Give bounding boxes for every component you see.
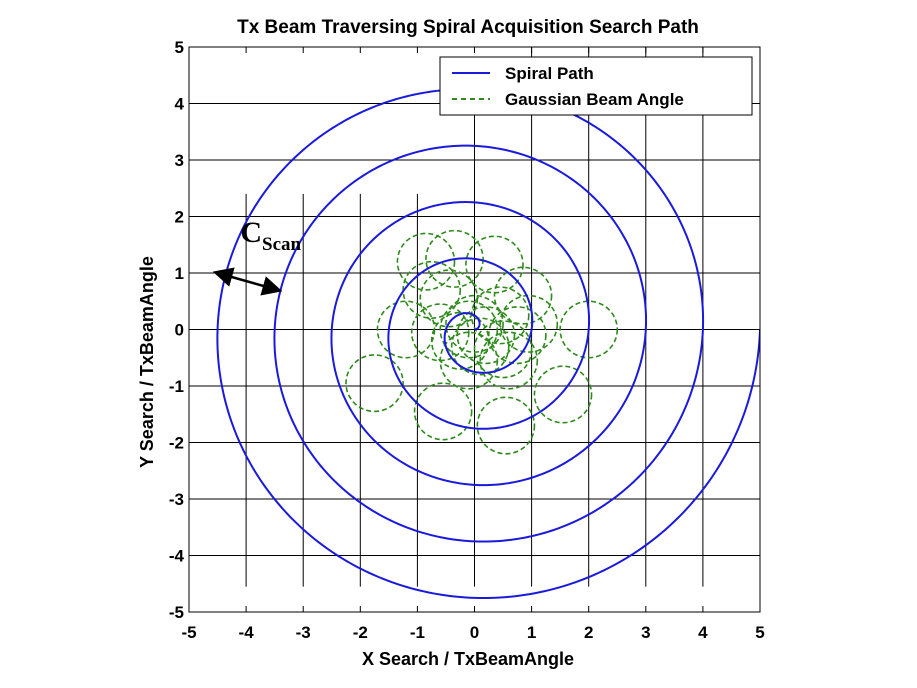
legend: Spiral Path Gaussian Beam Angle (439, 56, 753, 116)
x-tick-label: -3 (296, 623, 311, 642)
legend-label-spiral-path: Spiral Path (505, 64, 594, 83)
chart-title: Tx Beam Traversing Spiral Acquisition Se… (237, 17, 699, 38)
beam-circle (533, 365, 593, 424)
cscan-arrow (212, 267, 283, 296)
beam-circle (476, 396, 536, 455)
x-tick-label: -5 (181, 623, 196, 642)
beam-circle (425, 229, 484, 288)
y-tick-label: -3 (169, 490, 184, 509)
beam-circle (479, 331, 539, 390)
beam-circle (445, 294, 504, 353)
beam-circle (419, 269, 479, 328)
beam-circle (559, 300, 619, 359)
ticks (188, 46, 761, 613)
x-tick-labels: -5 -4 -3 -2 -1 0 1 2 3 4 5 (181, 623, 764, 642)
legend-label-gaussian-beam-angle: Gaussian Beam Angle (505, 90, 684, 109)
plot-area (216, 88, 760, 600)
beam-circle (439, 331, 499, 390)
x-tick-label: 2 (584, 623, 593, 642)
beam-circle (410, 303, 470, 362)
x-tick-label: 5 (755, 623, 764, 642)
beam-circle (487, 306, 547, 365)
y-tick-labels: -5 -4 -3 -2 -1 0 1 2 3 4 5 (169, 38, 185, 622)
beam-circle (450, 317, 510, 376)
spiral-path-series (216, 88, 760, 600)
x-tick-label: -4 (239, 623, 255, 642)
x-tick-label: 4 (698, 623, 708, 642)
y-tick-label: -5 (169, 603, 184, 622)
x-tick-label: 3 (641, 623, 650, 642)
y-tick-label: 4 (175, 95, 185, 114)
beam-circle (413, 382, 473, 441)
beam-circle (345, 354, 404, 413)
beam-circle (499, 294, 559, 353)
y-axis-label: Y Search / TxBeamAngle (137, 256, 157, 468)
x-tick-label: 1 (527, 623, 536, 642)
spiral-path-line (216, 88, 760, 600)
cscan-annotation: CScan (212, 216, 302, 296)
y-tick-label: 1 (175, 264, 184, 283)
beam-circle (456, 306, 516, 365)
y-tick-label: 3 (175, 151, 184, 170)
cscan-label: CScan (240, 216, 301, 255)
y-tick-label: -1 (169, 377, 184, 396)
x-axis-label: X Search / TxBeamAngle (362, 649, 574, 669)
y-tick-label: -4 (169, 547, 185, 566)
x-tick-label: -2 (353, 623, 368, 642)
legend-box (439, 56, 753, 116)
cscan-label-sub: Scan (262, 234, 302, 255)
y-tick-label: 5 (175, 38, 184, 57)
cscan-label-main: C (240, 216, 262, 249)
beam-circle (402, 260, 462, 320)
beam-circle (396, 232, 456, 291)
beam-circle (376, 300, 436, 359)
y-tick-label: 2 (175, 208, 184, 227)
gaussian-beam-series (345, 229, 619, 455)
beam-circle (473, 320, 533, 379)
x-tick-label: -1 (410, 623, 425, 642)
x-tick-label: 0 (470, 623, 479, 642)
beam-circle (493, 266, 553, 325)
y-tick-label: 0 (175, 321, 184, 340)
y-tick-label: -2 (169, 434, 184, 453)
beam-circle (439, 300, 499, 359)
